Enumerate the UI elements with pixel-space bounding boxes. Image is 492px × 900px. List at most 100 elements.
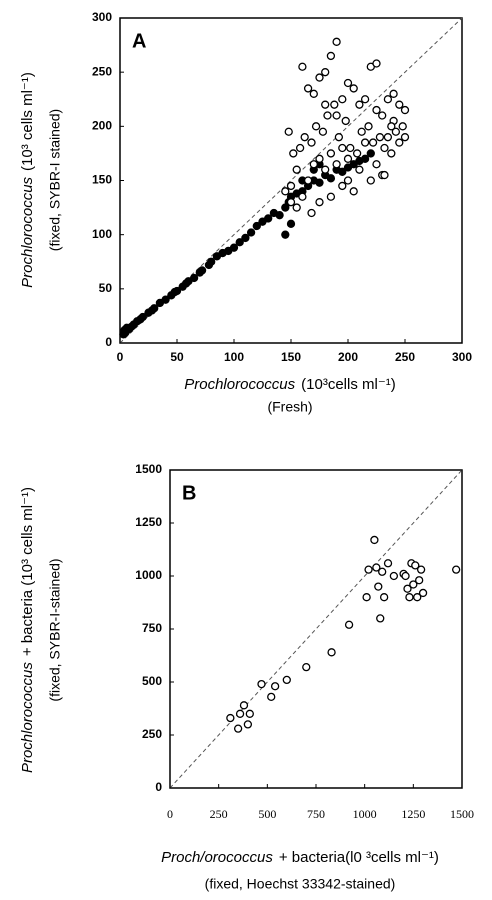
y-axis-label-taxon: Prochlorococcus xyxy=(19,176,36,287)
data-point xyxy=(338,143,347,153)
data-point xyxy=(264,214,273,223)
data-point xyxy=(138,312,147,322)
x-tick-label: 500 xyxy=(258,807,276,821)
data-point xyxy=(372,59,381,68)
data-point xyxy=(405,593,414,602)
data-point xyxy=(357,127,366,136)
data-point xyxy=(326,192,336,201)
x-axis-label: Prochlorococcus (10³cells ml⁻¹) xyxy=(184,376,395,393)
data-point xyxy=(403,584,412,593)
x-tick-label: 250 xyxy=(210,807,228,821)
data-point xyxy=(321,100,330,109)
data-point xyxy=(379,593,389,602)
panel: 0 250 500 750 1000 1250 1500 0 250 500 750 1000 1250… xyxy=(19,462,474,892)
data-point xyxy=(303,84,313,93)
x-tick-label: 1250 xyxy=(401,807,425,821)
x-tick-label: 150 xyxy=(281,350,301,364)
data-point xyxy=(235,238,244,247)
data-point xyxy=(355,165,364,174)
data-point xyxy=(383,559,393,568)
data-point xyxy=(321,165,330,174)
x-tick-label: 300 xyxy=(452,350,472,364)
x-tick-label: 100 xyxy=(224,350,244,364)
data-point xyxy=(368,138,378,147)
data-point xyxy=(346,143,355,153)
data-point xyxy=(286,219,296,228)
data-point xyxy=(315,198,324,207)
data-point xyxy=(257,679,266,689)
data-point xyxy=(349,187,358,196)
data-point xyxy=(416,565,426,574)
data-point xyxy=(352,149,362,158)
data-point xyxy=(360,138,370,147)
data-point xyxy=(327,648,336,657)
data-point xyxy=(415,576,424,585)
data-point xyxy=(295,143,305,153)
data-point xyxy=(197,266,207,275)
panel-label: B xyxy=(182,482,196,504)
y-axis-label: Prochlorococcus + bacteria (10³ cells ml⁻… xyxy=(19,487,36,773)
x-axis-label-unit: + bacteria(l0 ³cells ml⁻¹) xyxy=(279,849,439,866)
y-axis-label-2: (fixed, SYBR-I stained) xyxy=(47,109,63,251)
panel-label: A xyxy=(132,30,146,52)
data-point xyxy=(334,133,344,142)
data-point xyxy=(389,89,398,98)
panel: 0 50 100 150 200 250 300 0 50 100 150 200 250 300 A Pro… xyxy=(19,10,472,415)
data-point xyxy=(383,133,393,142)
data-point xyxy=(281,187,290,196)
data-point xyxy=(309,89,318,98)
data-point xyxy=(378,567,387,576)
y-axis-label-unit: + bacteria (10³ cells ml⁻¹) xyxy=(19,487,36,656)
data-point xyxy=(330,100,339,109)
data-point xyxy=(418,588,428,598)
data-point xyxy=(372,105,381,115)
data-point xyxy=(398,122,407,131)
data-point xyxy=(289,149,298,158)
data-point xyxy=(338,167,347,176)
x-tick-label: 1000 xyxy=(353,807,377,821)
data-point xyxy=(326,174,336,183)
data-point xyxy=(400,133,410,142)
data-point xyxy=(243,720,253,729)
data-point xyxy=(387,149,396,158)
data-point xyxy=(315,154,324,163)
y-tick-label: 1000 xyxy=(135,568,162,582)
data-point xyxy=(235,709,245,718)
x-tick-label: 50 xyxy=(170,350,184,364)
y-tick-label: 100 xyxy=(92,227,112,241)
data-point xyxy=(150,304,159,313)
y-tick-label: 50 xyxy=(99,281,113,295)
data-point xyxy=(395,100,404,109)
y-tick-label: 250 xyxy=(142,727,162,741)
data-point xyxy=(226,713,235,723)
x-axis-label: Proch/orococcus + bacteria(l0 ³cells ml⁻¹… xyxy=(161,849,439,866)
data-point xyxy=(315,178,324,187)
data-point xyxy=(341,116,350,126)
data-point xyxy=(387,122,396,131)
data-point xyxy=(292,203,301,212)
x-tick-label: 750 xyxy=(307,807,325,821)
y-tick-label: 300 xyxy=(92,10,112,24)
y-tick-label: 150 xyxy=(92,173,112,187)
data-point xyxy=(452,565,461,574)
data-point xyxy=(372,563,381,572)
data-point xyxy=(298,62,307,71)
data-point xyxy=(364,122,373,131)
data-point xyxy=(332,37,341,46)
data-point xyxy=(284,127,293,136)
x-axis-label-taxon: Proch/orococcus xyxy=(161,849,273,866)
data-point xyxy=(380,143,389,153)
data-point xyxy=(326,51,336,61)
data-point xyxy=(229,243,239,252)
x-tick-label: 200 xyxy=(338,350,358,364)
data-point xyxy=(378,111,387,120)
data-point xyxy=(309,160,318,169)
data-point xyxy=(318,127,328,136)
data-point xyxy=(391,127,401,136)
data-point xyxy=(376,614,385,623)
y-axis-label-2: (fixed, SYBR-I-stained) xyxy=(47,558,63,701)
y-tick-label: 1500 xyxy=(135,462,162,476)
data-point xyxy=(241,233,250,243)
x-axis-label-unit: (10³cells ml⁻¹) xyxy=(301,376,396,393)
